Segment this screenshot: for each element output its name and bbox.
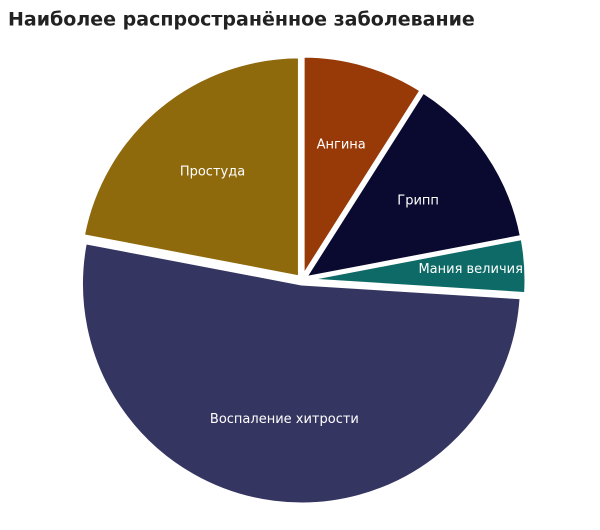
pie-slice xyxy=(81,55,301,279)
slice-label: Простуда xyxy=(180,164,245,179)
pie-slice xyxy=(305,236,528,296)
pie-slice xyxy=(302,89,524,280)
slice-label: Мания величия xyxy=(418,262,522,277)
chart-title: Наиболее распространённое заболевание xyxy=(8,9,475,31)
slice-label: Ангина xyxy=(317,138,366,153)
slice-label: Грипп xyxy=(397,194,439,209)
pie-slice xyxy=(80,240,523,506)
slice-label: Воспаление хитрости xyxy=(210,412,359,427)
pie-slice xyxy=(301,54,424,282)
